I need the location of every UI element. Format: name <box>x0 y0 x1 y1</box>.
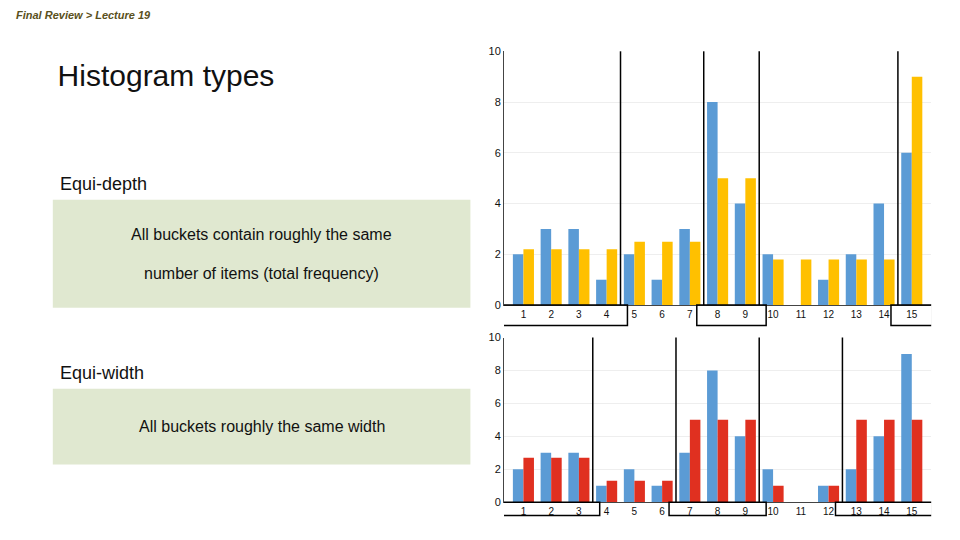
svg-text:9: 9 <box>743 506 749 517</box>
svg-text:11: 11 <box>796 506 807 517</box>
svg-text:12: 12 <box>823 309 835 320</box>
svg-text:7: 7 <box>687 309 693 320</box>
svg-text:15: 15 <box>906 309 918 320</box>
svg-text:5: 5 <box>632 309 638 320</box>
svg-text:6: 6 <box>659 309 665 320</box>
svg-text:6: 6 <box>495 397 501 409</box>
svg-text:13: 13 <box>851 309 863 320</box>
svg-text:12: 12 <box>823 506 835 517</box>
svg-text:1: 1 <box>521 309 527 320</box>
svg-text:6: 6 <box>495 147 501 159</box>
svg-text:Final Review > Lecture 19: Final Review > Lecture 19 <box>16 9 151 21</box>
svg-text:number of items (total frequen: number of items (total frequency) <box>144 265 379 282</box>
svg-text:14: 14 <box>878 506 890 517</box>
svg-text:2: 2 <box>548 506 554 517</box>
svg-text:Equi-depth: Equi-depth <box>60 174 147 194</box>
svg-text:5: 5 <box>632 506 638 517</box>
svg-text:9: 9 <box>743 309 749 320</box>
svg-text:10: 10 <box>489 45 501 57</box>
svg-text:2: 2 <box>548 309 554 320</box>
svg-text:8: 8 <box>715 309 721 320</box>
svg-text:0: 0 <box>495 496 501 508</box>
svg-text:2: 2 <box>495 463 501 475</box>
svg-text:1: 1 <box>521 506 527 517</box>
svg-text:14: 14 <box>878 309 890 320</box>
svg-text:8: 8 <box>715 506 721 517</box>
svg-text:2: 2 <box>495 248 501 260</box>
svg-text:Equi-width: Equi-width <box>60 363 144 383</box>
svg-text:13: 13 <box>851 506 863 517</box>
svg-text:All buckets roughly the same w: All buckets roughly the same width <box>139 418 385 435</box>
svg-text:8: 8 <box>495 96 501 108</box>
svg-text:15: 15 <box>906 506 918 517</box>
svg-text:4: 4 <box>495 430 501 442</box>
svg-text:10: 10 <box>768 506 780 517</box>
svg-text:4: 4 <box>604 506 610 517</box>
svg-text:7: 7 <box>687 506 693 517</box>
svg-text:10: 10 <box>489 331 501 343</box>
svg-text:All buckets contain roughly th: All buckets contain roughly the same <box>131 226 392 243</box>
svg-text:Histogram types: Histogram types <box>58 59 275 92</box>
svg-text:4: 4 <box>604 309 610 320</box>
svg-text:3: 3 <box>576 309 582 320</box>
svg-text:4: 4 <box>495 197 501 209</box>
svg-text:0: 0 <box>495 299 501 311</box>
svg-text:10: 10 <box>768 309 780 320</box>
svg-text:8: 8 <box>495 364 501 376</box>
svg-text:11: 11 <box>796 309 807 320</box>
svg-text:3: 3 <box>576 506 582 517</box>
svg-text:6: 6 <box>659 506 665 517</box>
